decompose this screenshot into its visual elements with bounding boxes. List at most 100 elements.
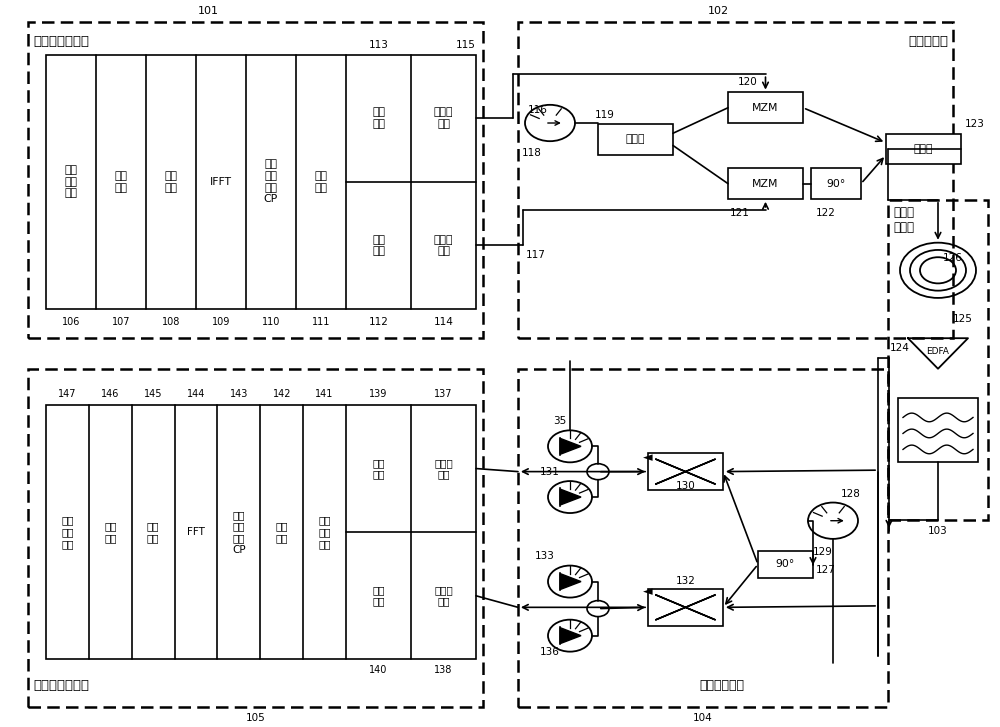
Text: 光调制模块: 光调制模块 [908, 35, 948, 48]
Text: 102: 102 [708, 6, 729, 16]
Text: 120: 120 [738, 76, 758, 87]
Text: 105: 105 [246, 712, 265, 723]
Text: 128: 128 [841, 489, 861, 499]
Text: EDFA: EDFA [927, 347, 949, 356]
Text: 141: 141 [315, 389, 334, 399]
Text: 110: 110 [262, 317, 280, 327]
Text: 117: 117 [526, 250, 546, 260]
Text: 低通滤
波器: 低通滤 波器 [434, 585, 453, 606]
Text: 低通滤
波器: 低通滤 波器 [434, 108, 453, 129]
Bar [518, 369, 888, 707]
Bar [728, 92, 803, 123]
Text: 106: 106 [62, 317, 80, 327]
Polygon shape [560, 438, 581, 454]
Text: 并串
转换: 并串 转换 [104, 521, 117, 543]
Text: 138: 138 [434, 665, 453, 675]
Text: 145: 145 [144, 389, 162, 399]
Text: 121: 121 [730, 208, 750, 218]
Bar [648, 589, 723, 625]
Text: 35: 35 [553, 416, 567, 426]
Text: 124: 124 [890, 343, 910, 353]
Text: 104: 104 [693, 712, 713, 723]
Text: 103: 103 [928, 526, 948, 536]
Text: MZM: MZM [752, 179, 779, 188]
Text: ◄: ◄ [643, 451, 653, 465]
Text: 串并
转换: 串并 转换 [275, 521, 288, 543]
Text: 116: 116 [528, 105, 548, 114]
Text: 125: 125 [953, 314, 973, 324]
Bar [811, 169, 861, 199]
Text: 系统发射端模块: 系统发射端模块 [33, 35, 89, 48]
Text: 并串
转换: 并串 转换 [314, 171, 328, 193]
Bar [886, 134, 961, 164]
Text: 串行
数据
输入: 串行 数据 输入 [64, 165, 78, 198]
Text: 111: 111 [312, 317, 330, 327]
Text: 分束器: 分束器 [626, 134, 645, 145]
Bar [898, 398, 978, 462]
Text: 数字
调制: 数字 调制 [164, 171, 177, 193]
Text: 数模
转换: 数模 转换 [372, 235, 385, 256]
Text: 144: 144 [187, 389, 205, 399]
Polygon shape [560, 574, 581, 590]
Text: 130: 130 [676, 481, 695, 491]
Text: 数模
转换: 数模 转换 [372, 108, 385, 129]
Text: 146: 146 [101, 389, 119, 399]
Text: 133: 133 [535, 551, 555, 561]
Text: 90°: 90° [826, 179, 846, 188]
Text: 108: 108 [162, 317, 180, 327]
Bar [728, 169, 803, 199]
Text: MZM: MZM [752, 103, 779, 113]
Text: 串并
转换: 串并 转换 [114, 171, 128, 193]
Text: 131: 131 [540, 467, 560, 477]
Text: 113: 113 [369, 40, 388, 50]
Text: 串行
数据
输出: 串行 数据 输出 [61, 515, 74, 549]
Text: 数字
解调: 数字 解调 [147, 521, 159, 543]
Text: 143: 143 [230, 389, 248, 399]
Bar [46, 405, 476, 659]
Text: 139: 139 [369, 389, 388, 399]
Text: 109: 109 [212, 317, 230, 327]
Bar [648, 454, 723, 490]
Bar [888, 200, 988, 520]
Text: 114: 114 [434, 317, 453, 327]
Text: 光纤传
输模块: 光纤传 输模块 [893, 206, 914, 234]
Text: 合束器: 合束器 [914, 144, 933, 154]
Text: IFFT: IFFT [210, 177, 232, 187]
Text: 低通滤
波器: 低通滤 波器 [434, 458, 453, 479]
Text: 126: 126 [943, 253, 963, 263]
Text: 147: 147 [58, 389, 77, 399]
Text: 模数
转换: 模数 转换 [372, 458, 385, 479]
Text: 142: 142 [272, 389, 291, 399]
Bar [518, 22, 953, 338]
Text: 去除
循环
前缀
CP: 去除 循环 前缀 CP [232, 510, 246, 555]
Bar [46, 55, 476, 309]
Text: 140: 140 [369, 665, 388, 675]
Text: 132: 132 [676, 577, 695, 586]
Text: ◄: ◄ [643, 586, 653, 598]
Text: 数字
信号
处理: 数字 信号 处理 [318, 515, 331, 549]
Polygon shape [560, 489, 581, 505]
Text: 112: 112 [369, 317, 388, 327]
Text: 119: 119 [595, 110, 615, 120]
Bar [28, 369, 483, 707]
Text: 137: 137 [434, 389, 453, 399]
Bar [28, 22, 483, 338]
Text: 添加
循环
前缀
CP: 添加 循环 前缀 CP [264, 159, 278, 204]
Text: 129: 129 [813, 547, 833, 557]
Bar [598, 124, 673, 155]
Text: 118: 118 [522, 148, 542, 158]
Text: 136: 136 [540, 648, 560, 657]
Text: 122: 122 [816, 208, 836, 218]
Text: 低通滤
波器: 低通滤 波器 [434, 235, 453, 256]
Bar [758, 550, 813, 578]
Polygon shape [560, 627, 581, 643]
Text: 光电检测模块: 光电检测模块 [699, 679, 744, 692]
Text: 127: 127 [816, 566, 836, 575]
Text: 系统接收端模块: 系统接收端模块 [33, 679, 89, 692]
Text: 模数
转换: 模数 转换 [372, 585, 385, 606]
Text: 115: 115 [456, 40, 476, 50]
Text: FFT: FFT [187, 527, 205, 537]
Text: 90°: 90° [776, 559, 795, 569]
Text: 123: 123 [965, 119, 985, 129]
Text: 107: 107 [112, 317, 130, 327]
